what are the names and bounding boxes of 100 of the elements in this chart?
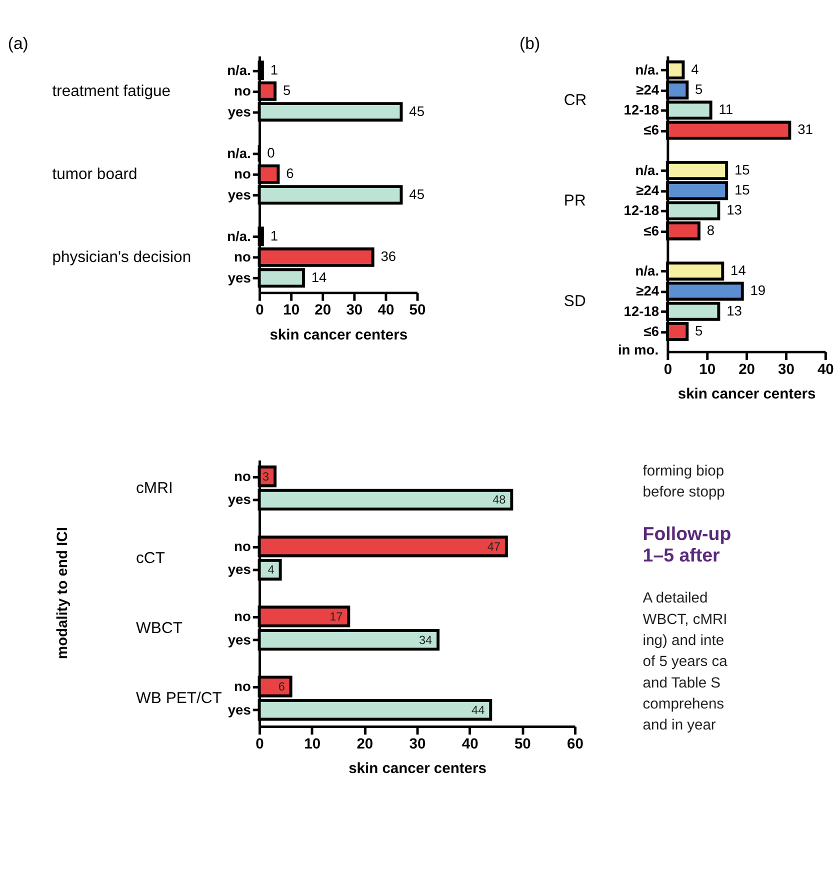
x-axis-title: skin cancer centers <box>678 386 816 402</box>
y-tick-label: WB PET/CT <box>136 690 222 708</box>
data-label: 3 <box>262 469 270 484</box>
text: yes <box>228 187 251 202</box>
y-tick-label: cCT <box>136 550 166 568</box>
data-label: 15 <box>734 182 750 198</box>
text: 12-18 <box>624 203 660 218</box>
text: A detailed <box>642 590 708 607</box>
data-label: 19 <box>750 283 766 298</box>
x-tick-label: 0 <box>256 302 264 319</box>
text: comprehens <box>642 696 724 713</box>
y-tick-label: PR <box>564 192 586 210</box>
x-tick-label: 0 <box>664 362 672 378</box>
text: (a) <box>8 34 28 53</box>
series-label: no <box>234 468 251 484</box>
x-tick-label: 30 <box>778 362 794 378</box>
data-label: 4 <box>268 562 275 577</box>
text: ≤6 <box>644 324 660 339</box>
x-tick-label: 30 <box>409 736 426 752</box>
data-label: 6 <box>278 679 286 694</box>
legend-label: n/a. <box>635 62 660 78</box>
text: Follow-up 1–5 after <box>642 523 732 566</box>
data-label: 13 <box>726 303 742 318</box>
x-tick-label: 20 <box>738 362 756 378</box>
x-tick-label: 30 <box>346 302 363 319</box>
text: ≥24 <box>636 183 660 198</box>
data-label: 31 <box>798 122 813 138</box>
y-tick-label: cMRI <box>136 480 173 497</box>
x-tick-label: 10 <box>304 736 321 752</box>
data-label: 17 <box>330 609 343 624</box>
y-tick-label: physician's decision <box>52 249 192 266</box>
text: yes <box>228 702 251 718</box>
text: before stopp <box>642 484 725 501</box>
y-tick-label: CR <box>564 92 587 110</box>
x-tick-label: 20 <box>314 302 332 319</box>
legend-label: no <box>234 84 251 99</box>
data-label: 44 <box>472 702 486 717</box>
legend-label: ≤6 <box>644 122 660 138</box>
legend-label: n/a. <box>227 62 251 78</box>
x-tick-label: 10 <box>283 302 300 319</box>
data-label: 13 <box>726 202 742 218</box>
x-tick-label: 40 <box>378 302 394 319</box>
y-tick-label: tumor board <box>52 166 138 184</box>
y-tick-label: SD <box>564 293 586 310</box>
text: ing) and inte <box>642 632 724 649</box>
data-label: 1 <box>270 228 278 244</box>
text: yes <box>228 562 251 578</box>
series-label: yes <box>228 492 252 508</box>
x-tick-label: 40 <box>462 736 478 752</box>
x-tick-label: 50 <box>409 302 426 319</box>
data-label: 48 <box>492 492 506 507</box>
data-label: 5 <box>282 83 291 98</box>
x-tick-label: 20 <box>356 736 374 752</box>
text: n/a. <box>227 146 251 161</box>
x-tick-label: 10 <box>699 362 716 378</box>
x-tick-label: 50 <box>514 736 531 752</box>
data-label: 45 <box>409 104 425 119</box>
data-label: 1 <box>270 62 278 78</box>
text: n/a. <box>635 162 660 178</box>
text: yes <box>228 632 251 648</box>
text: no <box>234 538 251 554</box>
data-label: 14 <box>311 270 328 285</box>
data-label: 15 <box>734 162 750 178</box>
text: (b) <box>520 34 540 53</box>
text: and Table S <box>642 675 721 692</box>
data-label: 8 <box>706 222 715 238</box>
x-tick-label: 40 <box>817 362 834 378</box>
text: yes <box>228 270 251 286</box>
data-label: 36 <box>380 249 396 264</box>
text: forming biop <box>642 464 724 480</box>
data-label: 45 <box>409 186 425 202</box>
legend-label: yes <box>228 104 252 120</box>
y-tick-label: WBCT <box>136 620 183 638</box>
x-axis-title: skin cancer centers <box>270 327 408 344</box>
data-label: 47 <box>487 539 500 554</box>
text: no <box>234 250 251 265</box>
text: no <box>234 608 251 624</box>
data-label: 14 <box>730 263 746 278</box>
text: n/a. <box>227 228 251 244</box>
x-axis-title: skin cancer centers <box>348 761 486 778</box>
data-label: 6 <box>286 166 294 182</box>
data-label: 11 <box>718 102 734 118</box>
legend-label: 12-18 <box>624 102 660 118</box>
text: no <box>234 166 251 182</box>
text: ≥24 <box>636 284 660 299</box>
data-label: 4 <box>691 62 700 77</box>
text: n/a. <box>635 264 660 279</box>
text: no <box>234 678 251 694</box>
data-label: 5 <box>695 82 704 97</box>
text: WBCT, cMRI <box>642 612 728 628</box>
text: and in year <box>642 718 716 734</box>
x-tick-label: 60 <box>567 736 584 752</box>
text: ≤6 <box>644 223 660 238</box>
y-axis-title: modality to end ICI <box>55 527 72 660</box>
text: in mo. <box>618 342 659 358</box>
y-tick-label: treatment fatigue <box>52 83 171 100</box>
data-label: 0 <box>267 145 276 160</box>
text: 12-18 <box>624 304 660 319</box>
text: of 5 years ca <box>642 654 728 670</box>
data-label: 5 <box>695 323 704 338</box>
